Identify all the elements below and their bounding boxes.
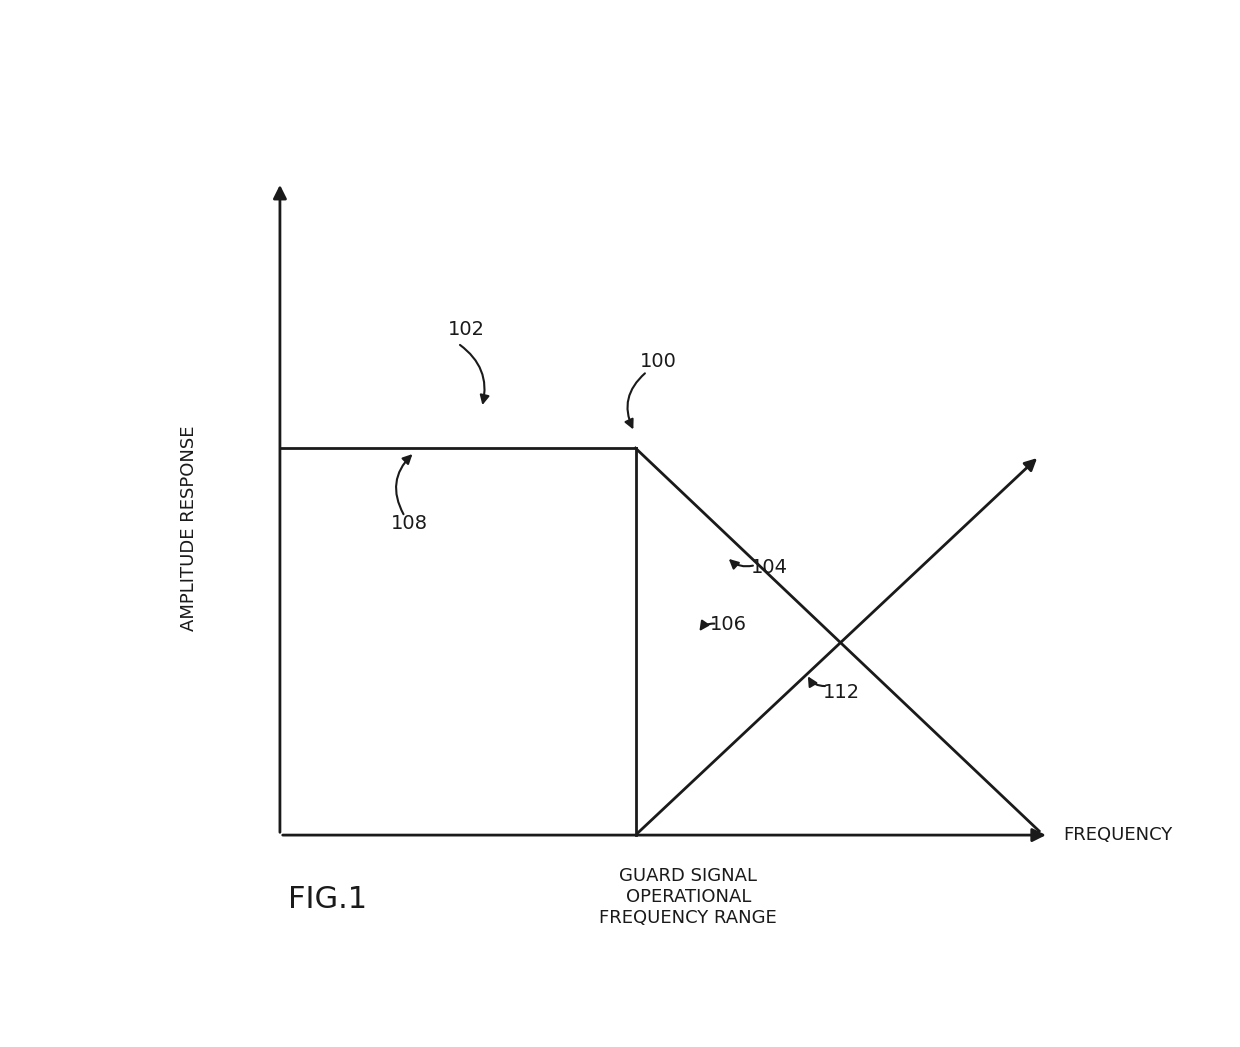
Text: FIG.1: FIG.1 [289, 885, 367, 914]
Text: 102: 102 [448, 320, 485, 339]
Text: GUARD SIGNAL
OPERATIONAL
FREQUENCY RANGE: GUARD SIGNAL OPERATIONAL FREQUENCY RANGE [599, 867, 777, 927]
Text: FREQUENCY: FREQUENCY [1063, 826, 1172, 844]
Text: 108: 108 [391, 514, 428, 533]
Text: AMPLITUDE RESPONSE: AMPLITUDE RESPONSE [180, 426, 197, 631]
Text: 100: 100 [640, 353, 677, 372]
Text: 104: 104 [751, 558, 787, 577]
Text: 112: 112 [823, 683, 861, 703]
Text: 106: 106 [709, 615, 746, 633]
